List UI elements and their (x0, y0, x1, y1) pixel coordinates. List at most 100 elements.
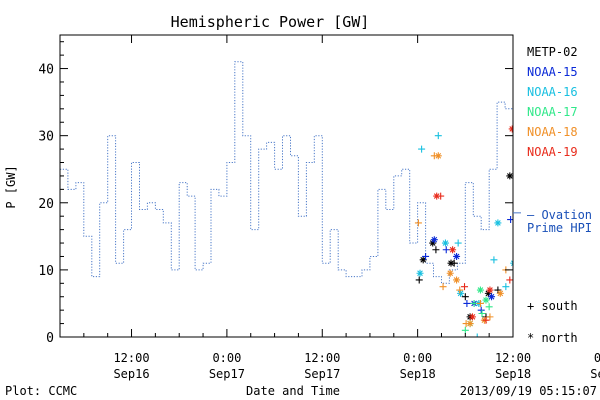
x-tick-label-2: 12:00 (304, 351, 340, 365)
point-noaa-19-south-5 (546, 273, 553, 280)
x-tick-label-5: 0:00 (594, 351, 600, 365)
plot-area (60, 61, 600, 337)
point-noaa-19-south-2 (482, 316, 490, 324)
north-marker-legend: * north (527, 331, 578, 345)
point-noaa-15-south-8 (584, 270, 591, 277)
point-noaa-18-north-6 (514, 283, 521, 290)
point-metp-02-south-3 (461, 293, 469, 301)
point-noaa-16-south-8 (560, 266, 567, 273)
footer-left: Plot: CCMC (5, 384, 77, 398)
x-tick-label-3: 0:00 (403, 351, 432, 365)
point-noaa-16-south-5 (502, 283, 510, 291)
point-noaa-15-north-4 (519, 206, 526, 213)
point-noaa-17-north-2 (482, 296, 490, 304)
point-noaa-16-north-2 (457, 289, 465, 297)
point-noaa-19-south-1 (461, 283, 469, 291)
point-noaa-19-north-9 (596, 166, 600, 173)
point-noaa-16-north-7 (544, 253, 551, 260)
point-noaa-18-north-8 (550, 290, 557, 297)
point-noaa-15-south-2 (463, 299, 471, 307)
point-noaa-15-south-6 (548, 172, 555, 179)
point-noaa-16-south-6 (518, 246, 525, 253)
point-noaa-19-north-4 (508, 125, 513, 133)
chart-title: Hemispheric Power [GW] (171, 13, 370, 31)
y-axis-label: P [GW] (4, 165, 18, 208)
x-tick-label-0: 12:00 (113, 351, 149, 365)
point-noaa-16-south-0 (418, 145, 426, 153)
footer-right: 2013/09/19 05:15:07 (460, 384, 597, 398)
point-noaa-17-north-1 (476, 286, 484, 294)
point-noaa-18-north-3 (466, 320, 474, 328)
point-noaa-15-south-7 (562, 246, 569, 253)
point-noaa-16-south-7 (540, 256, 547, 263)
y-tick-label-20: 20 (38, 197, 54, 212)
point-noaa-16-south-9 (578, 243, 585, 250)
point-noaa-19-north-3 (486, 286, 494, 294)
point-metp-02-south-8 (558, 260, 565, 267)
legend-item-noaa-16: NOAA-16 (527, 85, 578, 99)
point-noaa-18-south-5 (476, 299, 484, 307)
point-noaa-15-north-7 (572, 199, 579, 206)
x-tick-label-4: 12:00 (495, 351, 531, 365)
point-metp-02-north-2 (447, 259, 455, 267)
point-noaa-15-south-1 (442, 246, 450, 254)
legend-item-noaa-15: NOAA-15 (527, 65, 578, 79)
point-noaa-15-south-9 (594, 260, 600, 267)
point-noaa-18-south-6 (486, 313, 494, 321)
point-noaa-16-south-1 (434, 132, 442, 140)
point-metp-02-north-4 (484, 289, 492, 297)
ovation-label-2: Prime HPI (527, 221, 592, 235)
point-noaa-18-north-10 (578, 293, 585, 300)
legend-item-metp-02: METP-02 (527, 45, 578, 59)
legend-item-noaa-17: NOAA-17 (527, 105, 578, 119)
point-noaa-18-south-13 (586, 263, 593, 270)
point-noaa-17-south-2 (478, 310, 486, 318)
point-noaa-15-north-6 (556, 250, 563, 257)
point-noaa-17-south-0 (461, 326, 469, 334)
point-noaa-18-south-8 (518, 263, 525, 270)
point-noaa-18-north-11 (594, 166, 600, 173)
point-noaa-16-south-4 (490, 256, 498, 264)
y-tick-label-40: 40 (38, 63, 54, 78)
point-noaa-17-south-3 (485, 303, 493, 311)
point-noaa-19-north-7 (554, 172, 561, 179)
y-tick-label-30: 30 (38, 130, 54, 145)
point-noaa-15-north-1 (453, 252, 461, 260)
ovation-line (60, 61, 513, 284)
point-metp-02-north-9 (570, 186, 577, 193)
y-tick-label-10: 10 (38, 264, 54, 279)
point-noaa-18-south-12 (572, 273, 579, 280)
x-tick-date-2: Sep17 (304, 367, 340, 381)
point-metp-02-north-5 (506, 172, 513, 180)
point-noaa-16-north-4 (494, 219, 502, 227)
plot-frame (59, 34, 514, 338)
legend-item-noaa-19: NOAA-19 (527, 145, 578, 159)
point-noaa-18-south-10 (539, 290, 546, 297)
y-tick-label-0: 0 (46, 331, 54, 346)
south-marker-legend: + south (527, 299, 578, 313)
point-metp-02-south-6 (522, 283, 529, 290)
point-noaa-15-north-3 (488, 293, 496, 301)
point-noaa-16-north-0 (416, 269, 424, 277)
point-noaa-18-north-1 (446, 269, 454, 277)
legend-item-noaa-18: NOAA-18 (527, 125, 578, 139)
x-tick-label-1: 0:00 (212, 351, 241, 365)
point-noaa-18-south-9 (529, 283, 536, 290)
legend: METP-02 NOAA-15 NOAA-16 NOAA-17 NOAA-18 NOAA-… (527, 45, 578, 159)
point-noaa-16-north-5 (510, 260, 513, 267)
point-noaa-19-north-1 (449, 246, 457, 254)
point-noaa-18-south-0 (414, 219, 422, 227)
point-noaa-19-south-6 (568, 260, 575, 267)
point-noaa-18-north-7 (534, 290, 541, 297)
point-noaa-18-north-5 (496, 289, 504, 297)
point-noaa-18-north-9 (566, 280, 573, 287)
x-tick-date-5: Sep19 (590, 367, 600, 381)
point-noaa-17-south-1 (470, 299, 478, 307)
point-noaa-19-north-2 (468, 313, 476, 321)
point-metp-02-south-1 (432, 246, 440, 254)
point-noaa-16-north-8 (564, 186, 571, 193)
point-noaa-18-north-0 (434, 152, 442, 160)
point-noaa-19-north-0 (433, 192, 441, 200)
point-noaa-16-south-2 (454, 239, 462, 247)
point-noaa-18-north-2 (453, 276, 461, 284)
